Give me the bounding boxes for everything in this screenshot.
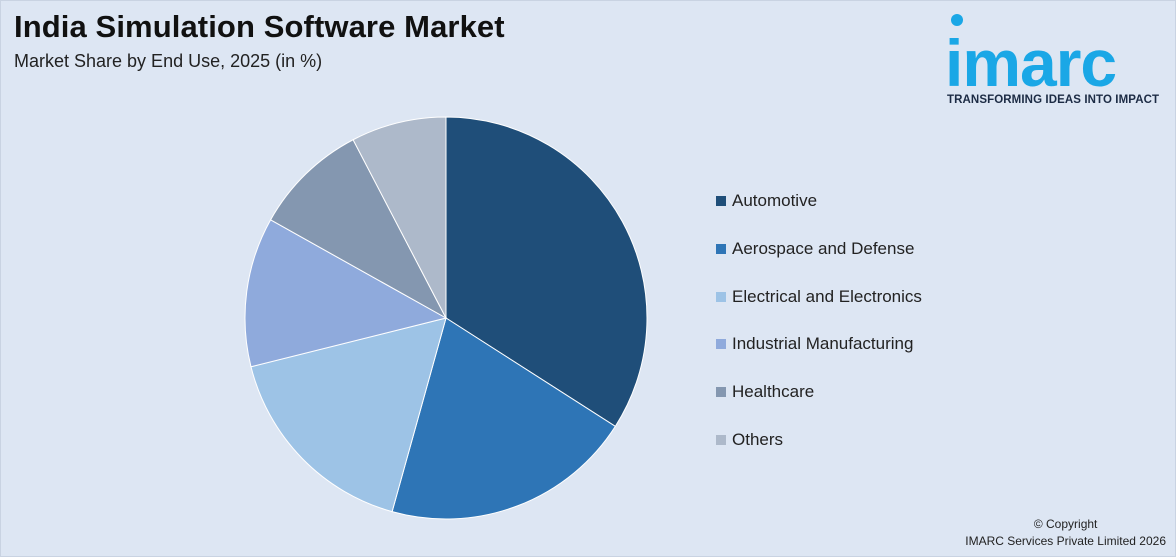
logo-dot-icon xyxy=(951,14,963,26)
chart-subtitle: Market Share by End Use, 2025 (in %) xyxy=(14,51,323,71)
pie-chart xyxy=(244,116,648,520)
pie-slice-others xyxy=(352,116,447,319)
legend-swatch xyxy=(716,339,726,350)
pie-slice-electrical-and-electronics xyxy=(250,317,447,513)
copyright-line-2: IMARC Services Private Limited 2026 xyxy=(965,534,1166,548)
legend-label: Electrical and Electronics xyxy=(732,286,922,306)
copyright-notice: © Copyright IMARC Services Private Limit… xyxy=(965,516,1166,550)
legend-item-electrical-and-electronics: Electrical and Electronics xyxy=(716,286,922,308)
legend-swatch xyxy=(716,243,726,254)
legend-item-healthcare: Healthcare xyxy=(716,381,922,403)
pie-slice-healthcare xyxy=(269,139,448,320)
legend-label: Healthcare xyxy=(732,382,815,402)
legend-label: Automotive xyxy=(732,191,818,210)
pie-slice-automotive xyxy=(445,116,648,428)
legend-swatch xyxy=(716,291,726,302)
pie-slice-industrial-manufacturing xyxy=(244,219,448,368)
legend-item-aerospace-and-defense: Aerospace and Defense xyxy=(716,238,922,260)
pie-slice-aerospace-and-defense xyxy=(391,317,616,520)
legend-item-automotive: Automotive xyxy=(716,190,922,212)
copyright-line-1: © Copyright xyxy=(1033,517,1098,531)
chart-title: India Simulation Software Market xyxy=(14,9,505,44)
legend-item-industrial-manufacturing: Industrial Manufacturing xyxy=(716,333,922,355)
legend-swatch xyxy=(716,434,726,445)
legend-item-others: Others xyxy=(716,429,922,451)
logo-wordmark: imarc xyxy=(945,26,1117,100)
legend-swatch xyxy=(716,387,726,398)
logo-tagline: TRANSFORMING IDEAS INTO IMPACT xyxy=(947,94,1160,106)
legend-label: Others xyxy=(732,429,784,449)
legend-label: Industrial Manufacturing xyxy=(732,334,914,354)
imarc-logo: imarc TRANSFORMING IDEAS INTO IMPACT xyxy=(945,12,1171,112)
legend-label: Aerospace and Defense xyxy=(732,238,915,258)
legend-swatch xyxy=(716,196,726,206)
chart-legend: Automotive Aerospace and Defense Electrica… xyxy=(716,190,922,477)
